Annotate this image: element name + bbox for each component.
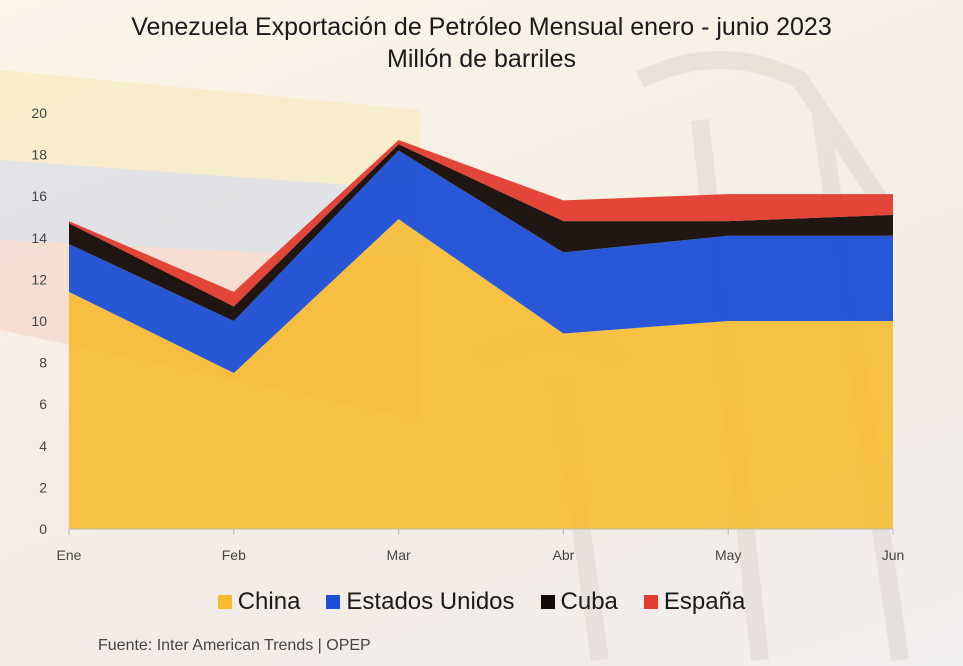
legend-swatch-2 <box>540 595 555 609</box>
legend-item-1: Estados Unidos <box>326 588 515 616</box>
area-series-3 <box>69 140 893 307</box>
y-tick-label-5: 10 <box>31 313 47 329</box>
legend-item-2: Cuba <box>540 588 618 616</box>
area-series-0 <box>69 219 893 529</box>
x-tick-label-0: Ene <box>57 547 82 563</box>
y-tick-label-0: 0 <box>39 521 47 537</box>
y-tick-label-9: 18 <box>31 147 47 163</box>
x-tick-label-3: Abr <box>553 547 575 563</box>
area-series-1 <box>69 150 893 373</box>
y-tick-label-10: 20 <box>31 105 47 121</box>
legend-item-3: España <box>643 588 746 616</box>
y-tick-label-3: 6 <box>39 396 47 412</box>
y-tick-label-7: 14 <box>31 230 47 246</box>
x-tick-label-4: May <box>715 547 741 563</box>
y-tick-label-8: 16 <box>31 188 47 204</box>
x-tick-label-1: Feb <box>222 547 246 563</box>
legend-swatch-3 <box>643 595 658 609</box>
y-tick-label-4: 8 <box>39 355 47 371</box>
x-tick-label-5: Jun <box>882 547 905 563</box>
source-note: Fuente: Inter American Trends | OPEP <box>98 637 371 654</box>
legend-label-0: China <box>237 588 301 615</box>
chart-title: Venezuela Exportación de Petróleo Mensua… <box>131 13 832 41</box>
y-tick-label-1: 2 <box>39 479 47 495</box>
y-tick-label-6: 12 <box>31 271 47 287</box>
area-series-group <box>69 140 893 529</box>
legend-label-1: Estados Unidos <box>346 588 515 615</box>
y-tick-label-2: 4 <box>39 438 47 454</box>
chart-subtitle: Millón de barriles <box>387 45 576 73</box>
legend-swatch-1 <box>326 595 341 609</box>
legend-item-0: China <box>217 588 301 616</box>
legend-label-2: Cuba <box>560 588 618 615</box>
area-series-2 <box>69 144 893 321</box>
x-tick-label-2: Mar <box>387 547 411 563</box>
axes-group: 0 2 4 6 8 10 12 14 16 18 20 Ene Feb Mar Abr May Jun <box>31 105 904 563</box>
legend-swatch-0 <box>217 595 232 609</box>
chart-legend: China Estados Unidos Cuba España <box>0 588 963 616</box>
legend-label-3: España <box>663 588 746 615</box>
